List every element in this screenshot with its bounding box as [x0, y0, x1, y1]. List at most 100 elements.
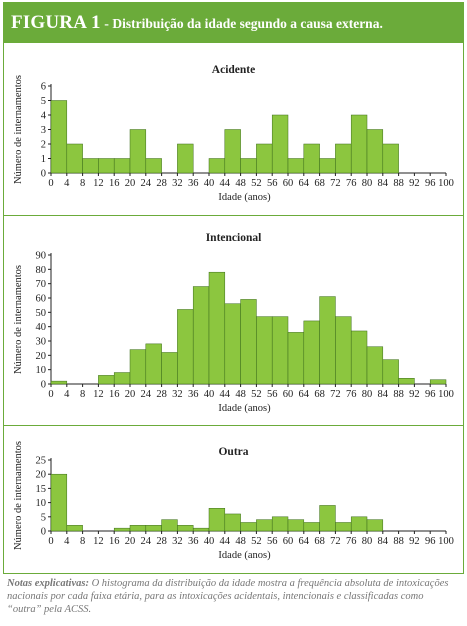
histogram-bar [208, 158, 226, 174]
y-tick-label: 2 [41, 140, 46, 151]
x-tick-label: 48 [235, 536, 246, 547]
histogram-bar [319, 158, 336, 174]
x-tick-label: 20 [125, 536, 136, 547]
histogram-bar [177, 525, 194, 532]
histogram-bar [177, 309, 194, 385]
histogram-bar [208, 271, 226, 385]
histogram-bar [50, 100, 68, 174]
x-tick-label: 4 [64, 389, 70, 400]
x-tick-label: 52 [251, 536, 262, 547]
y-tick-label: 0 [41, 527, 46, 538]
histogram-bar [113, 527, 131, 532]
y-axis-title: Número de internamentos [13, 265, 24, 374]
histogram-bar [350, 114, 368, 174]
x-tick-label: 36 [188, 536, 199, 547]
histogram-bar [350, 330, 368, 385]
y-tick-label: 0 [41, 169, 46, 180]
histogram-bar [366, 519, 384, 532]
histogram-bar [287, 519, 305, 532]
x-tick-label: 80 [362, 536, 373, 547]
y-tick-label: 90 [36, 251, 47, 262]
histogram-bar [256, 316, 273, 385]
histogram-bar [335, 143, 352, 174]
figure-label: FIGURA 1 [11, 12, 101, 33]
x-axis-title: Idade (anos) [218, 192, 271, 203]
y-tick-label: 0 [41, 380, 46, 391]
histogram-bar [429, 379, 447, 385]
y-tick-label: 6 [41, 82, 46, 93]
x-tick-label: 20 [125, 389, 136, 400]
x-tick-label: 4 [64, 178, 70, 189]
x-tick-label: 60 [283, 536, 294, 547]
x-tick-label: 56 [267, 178, 278, 189]
x-tick-label: 92 [409, 389, 420, 400]
histogram-bar [382, 359, 399, 385]
x-tick-label: 32 [172, 178, 183, 189]
histogram-bar [113, 372, 131, 385]
x-tick-label: 80 [362, 389, 373, 400]
x-tick-label: 16 [109, 178, 120, 189]
notes-text: O histograma da distribuição da idade mo… [7, 578, 449, 616]
histogram-bar [192, 527, 210, 532]
x-tick-label: 84 [378, 389, 389, 400]
x-tick-label: 16 [109, 536, 120, 547]
x-tick-label: 40 [204, 536, 215, 547]
x-tick-label: 92 [409, 178, 420, 189]
x-tick-label: 32 [172, 536, 183, 547]
x-tick-label: 56 [267, 389, 278, 400]
x-tick-label: 44 [220, 178, 231, 189]
x-tick-label: 64 [299, 536, 310, 547]
x-tick-label: 76 [346, 389, 357, 400]
histogram-bar [224, 513, 241, 532]
histogram-bar [98, 158, 115, 174]
x-axis-title: Idade (anos) [218, 550, 271, 561]
y-tick-label: 5 [41, 512, 46, 523]
x-tick-label: 72 [330, 536, 341, 547]
x-tick-label: 92 [409, 536, 420, 547]
histogram-bar [98, 375, 115, 385]
histogram-bar [382, 143, 399, 174]
histogram-bar [303, 143, 320, 174]
histogram-bar [271, 114, 289, 174]
x-tick-label: 60 [283, 389, 294, 400]
x-tick-label: 12 [93, 178, 104, 189]
histogram-bar [145, 343, 162, 385]
x-tick-label: 0 [48, 178, 53, 189]
x-tick-label: 68 [314, 536, 325, 547]
x-tick-label: 76 [346, 178, 357, 189]
x-tick-label: 32 [172, 389, 183, 400]
histogram-bar [287, 158, 305, 174]
histogram-bar [208, 508, 226, 532]
histogram-bar [256, 519, 273, 532]
x-tick-label: 96 [425, 389, 436, 400]
x-tick-label: 100 [438, 389, 454, 400]
histogram-bar [224, 303, 241, 385]
x-tick-label: 0 [48, 389, 53, 400]
y-tick-label: 15 [36, 484, 47, 495]
y-tick-label: 60 [36, 294, 47, 305]
histogram-bar [145, 158, 162, 174]
panel-divider [4, 215, 463, 216]
x-tick-label: 0 [48, 536, 53, 547]
x-tick-label: 60 [283, 178, 294, 189]
x-tick-label: 100 [438, 178, 454, 189]
y-tick-label: 10 [36, 365, 47, 376]
x-tick-label: 24 [141, 389, 152, 400]
x-tick-label: 28 [156, 178, 167, 189]
figure-frame: FIGURA 1 - Distribuição da idade segundo… [3, 2, 464, 574]
y-tick-label: 20 [36, 470, 47, 481]
x-tick-label: 100 [438, 536, 454, 547]
histogram-bar [350, 516, 368, 532]
x-tick-label: 64 [299, 389, 310, 400]
x-tick-label: 8 [80, 178, 85, 189]
x-tick-label: 52 [251, 389, 262, 400]
x-tick-label: 84 [378, 178, 389, 189]
x-tick-label: 20 [125, 178, 136, 189]
y-tick-label: 40 [36, 322, 47, 333]
chart-panel-intencional: Intencional 0 10 20 30 40 50 60 70 80 90 0 4 8 12 16 20… [4, 227, 463, 427]
chart-title: Outra [218, 446, 249, 458]
histogram-bar [66, 143, 83, 174]
